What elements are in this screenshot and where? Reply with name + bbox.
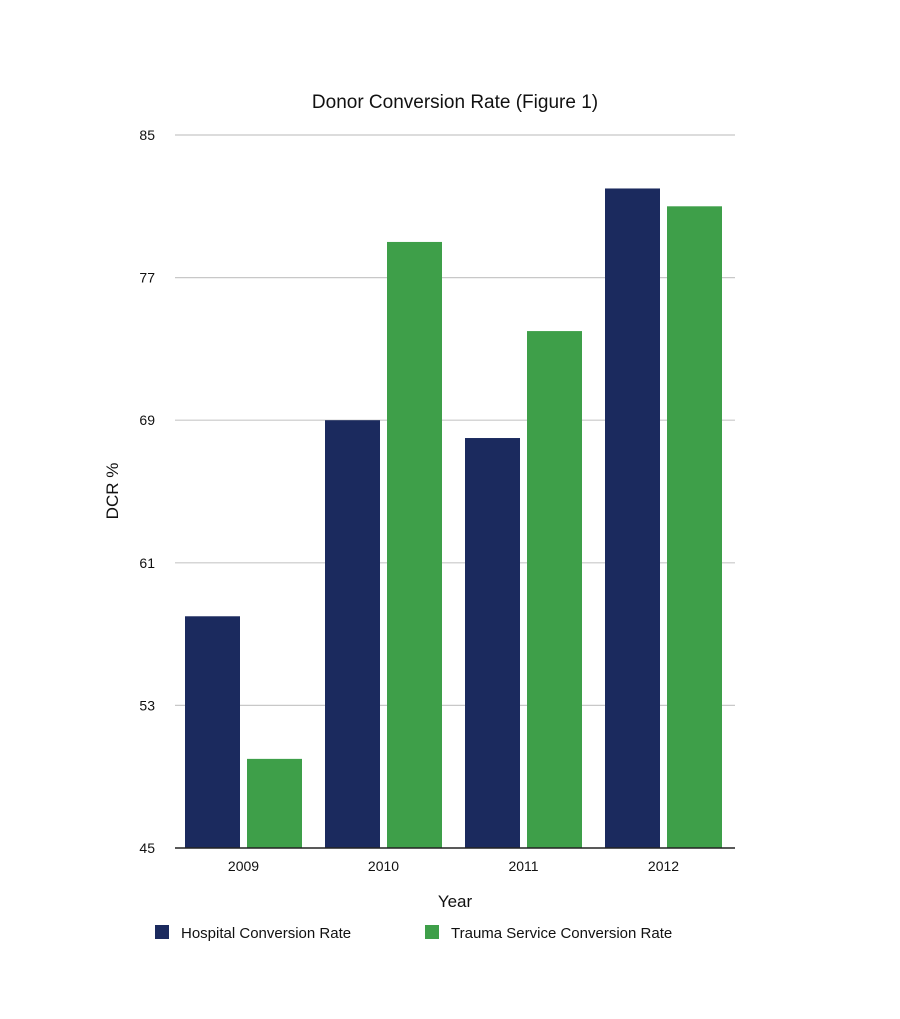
y-tick-label: 77 xyxy=(139,270,155,286)
bars xyxy=(185,188,722,849)
y-axis-label: DCR % xyxy=(103,463,122,520)
x-tick-label: 2012 xyxy=(648,858,679,874)
y-tick-label: 61 xyxy=(139,555,155,571)
bar-trauma-2012 xyxy=(667,206,722,849)
y-axis-ticks: 45 53 61 69 77 85 xyxy=(139,127,155,856)
bar-hospital-2012 xyxy=(605,188,660,849)
y-tick-label: 45 xyxy=(139,840,155,856)
x-tick-label: 2009 xyxy=(228,858,259,874)
legend-swatch xyxy=(155,925,169,939)
legend: Hospital Conversion Rate Trauma Service C… xyxy=(155,925,672,942)
bar-trauma-2010 xyxy=(387,241,442,848)
bar-trauma-2009 xyxy=(247,758,302,848)
bar-hospital-2011 xyxy=(465,438,520,848)
legend-swatch xyxy=(425,925,439,939)
bar-hospital-2009 xyxy=(185,616,240,848)
chart-title: Donor Conversion Rate (Figure 1) xyxy=(312,92,598,113)
x-axis-label: Year xyxy=(438,892,473,911)
x-tick-label: 2010 xyxy=(368,858,399,874)
y-tick-label: 53 xyxy=(139,697,155,713)
x-axis-ticks: 2009 2010 2011 2012 xyxy=(228,858,679,874)
bar-hospital-2010 xyxy=(325,420,380,848)
y-tick-label: 69 xyxy=(139,412,155,428)
x-tick-label: 2011 xyxy=(508,858,538,874)
legend-label: Trauma Service Conversion Rate xyxy=(451,925,672,942)
legend-label: Hospital Conversion Rate xyxy=(181,925,351,942)
bar-trauma-2011 xyxy=(527,331,582,848)
y-tick-label: 85 xyxy=(139,127,155,143)
